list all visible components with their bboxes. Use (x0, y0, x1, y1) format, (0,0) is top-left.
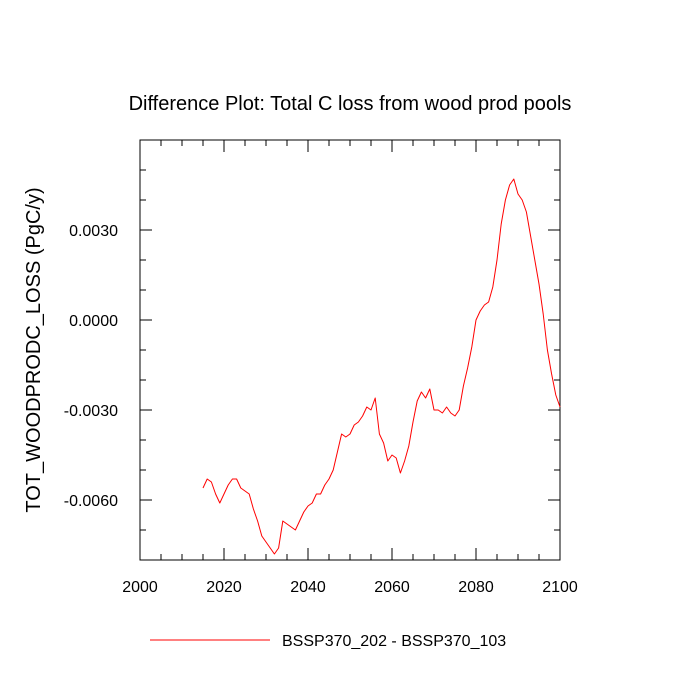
legend: BSSP370_202 - BSSP370_103 (150, 633, 506, 650)
y-tick-label: 0.0000 (69, 313, 118, 330)
legend-label: BSSP370_202 - BSSP370_103 (282, 633, 506, 650)
ticks-layer (139, 140, 561, 560)
tick-labels-layer: 2000 2020 2040 2060 2080 2100 -0.0060 -0.0030 0.… (64, 223, 578, 596)
y-tick-label: -0.0060 (64, 493, 118, 510)
x-tick-label: 2020 (206, 579, 242, 596)
chart-title: Difference Plot: Total C loss from wood … (129, 93, 572, 115)
plot-frame (139, 139, 561, 561)
x-tick-label: 2060 (374, 579, 410, 596)
y-axis-title: TOT_WOODPRODC_LOSS (PgC/y) (23, 187, 45, 512)
x-tick-label: 2100 (542, 579, 578, 596)
x-tick-label: 2000 (122, 579, 158, 596)
x-tick-label: 2040 (290, 579, 326, 596)
x-tick-label: 2080 (458, 579, 494, 596)
y-tick-label: 0.0030 (69, 223, 118, 240)
series-layer (202, 178, 561, 555)
y-tick-label: -0.0030 (64, 403, 118, 420)
series-line (202, 178, 561, 555)
